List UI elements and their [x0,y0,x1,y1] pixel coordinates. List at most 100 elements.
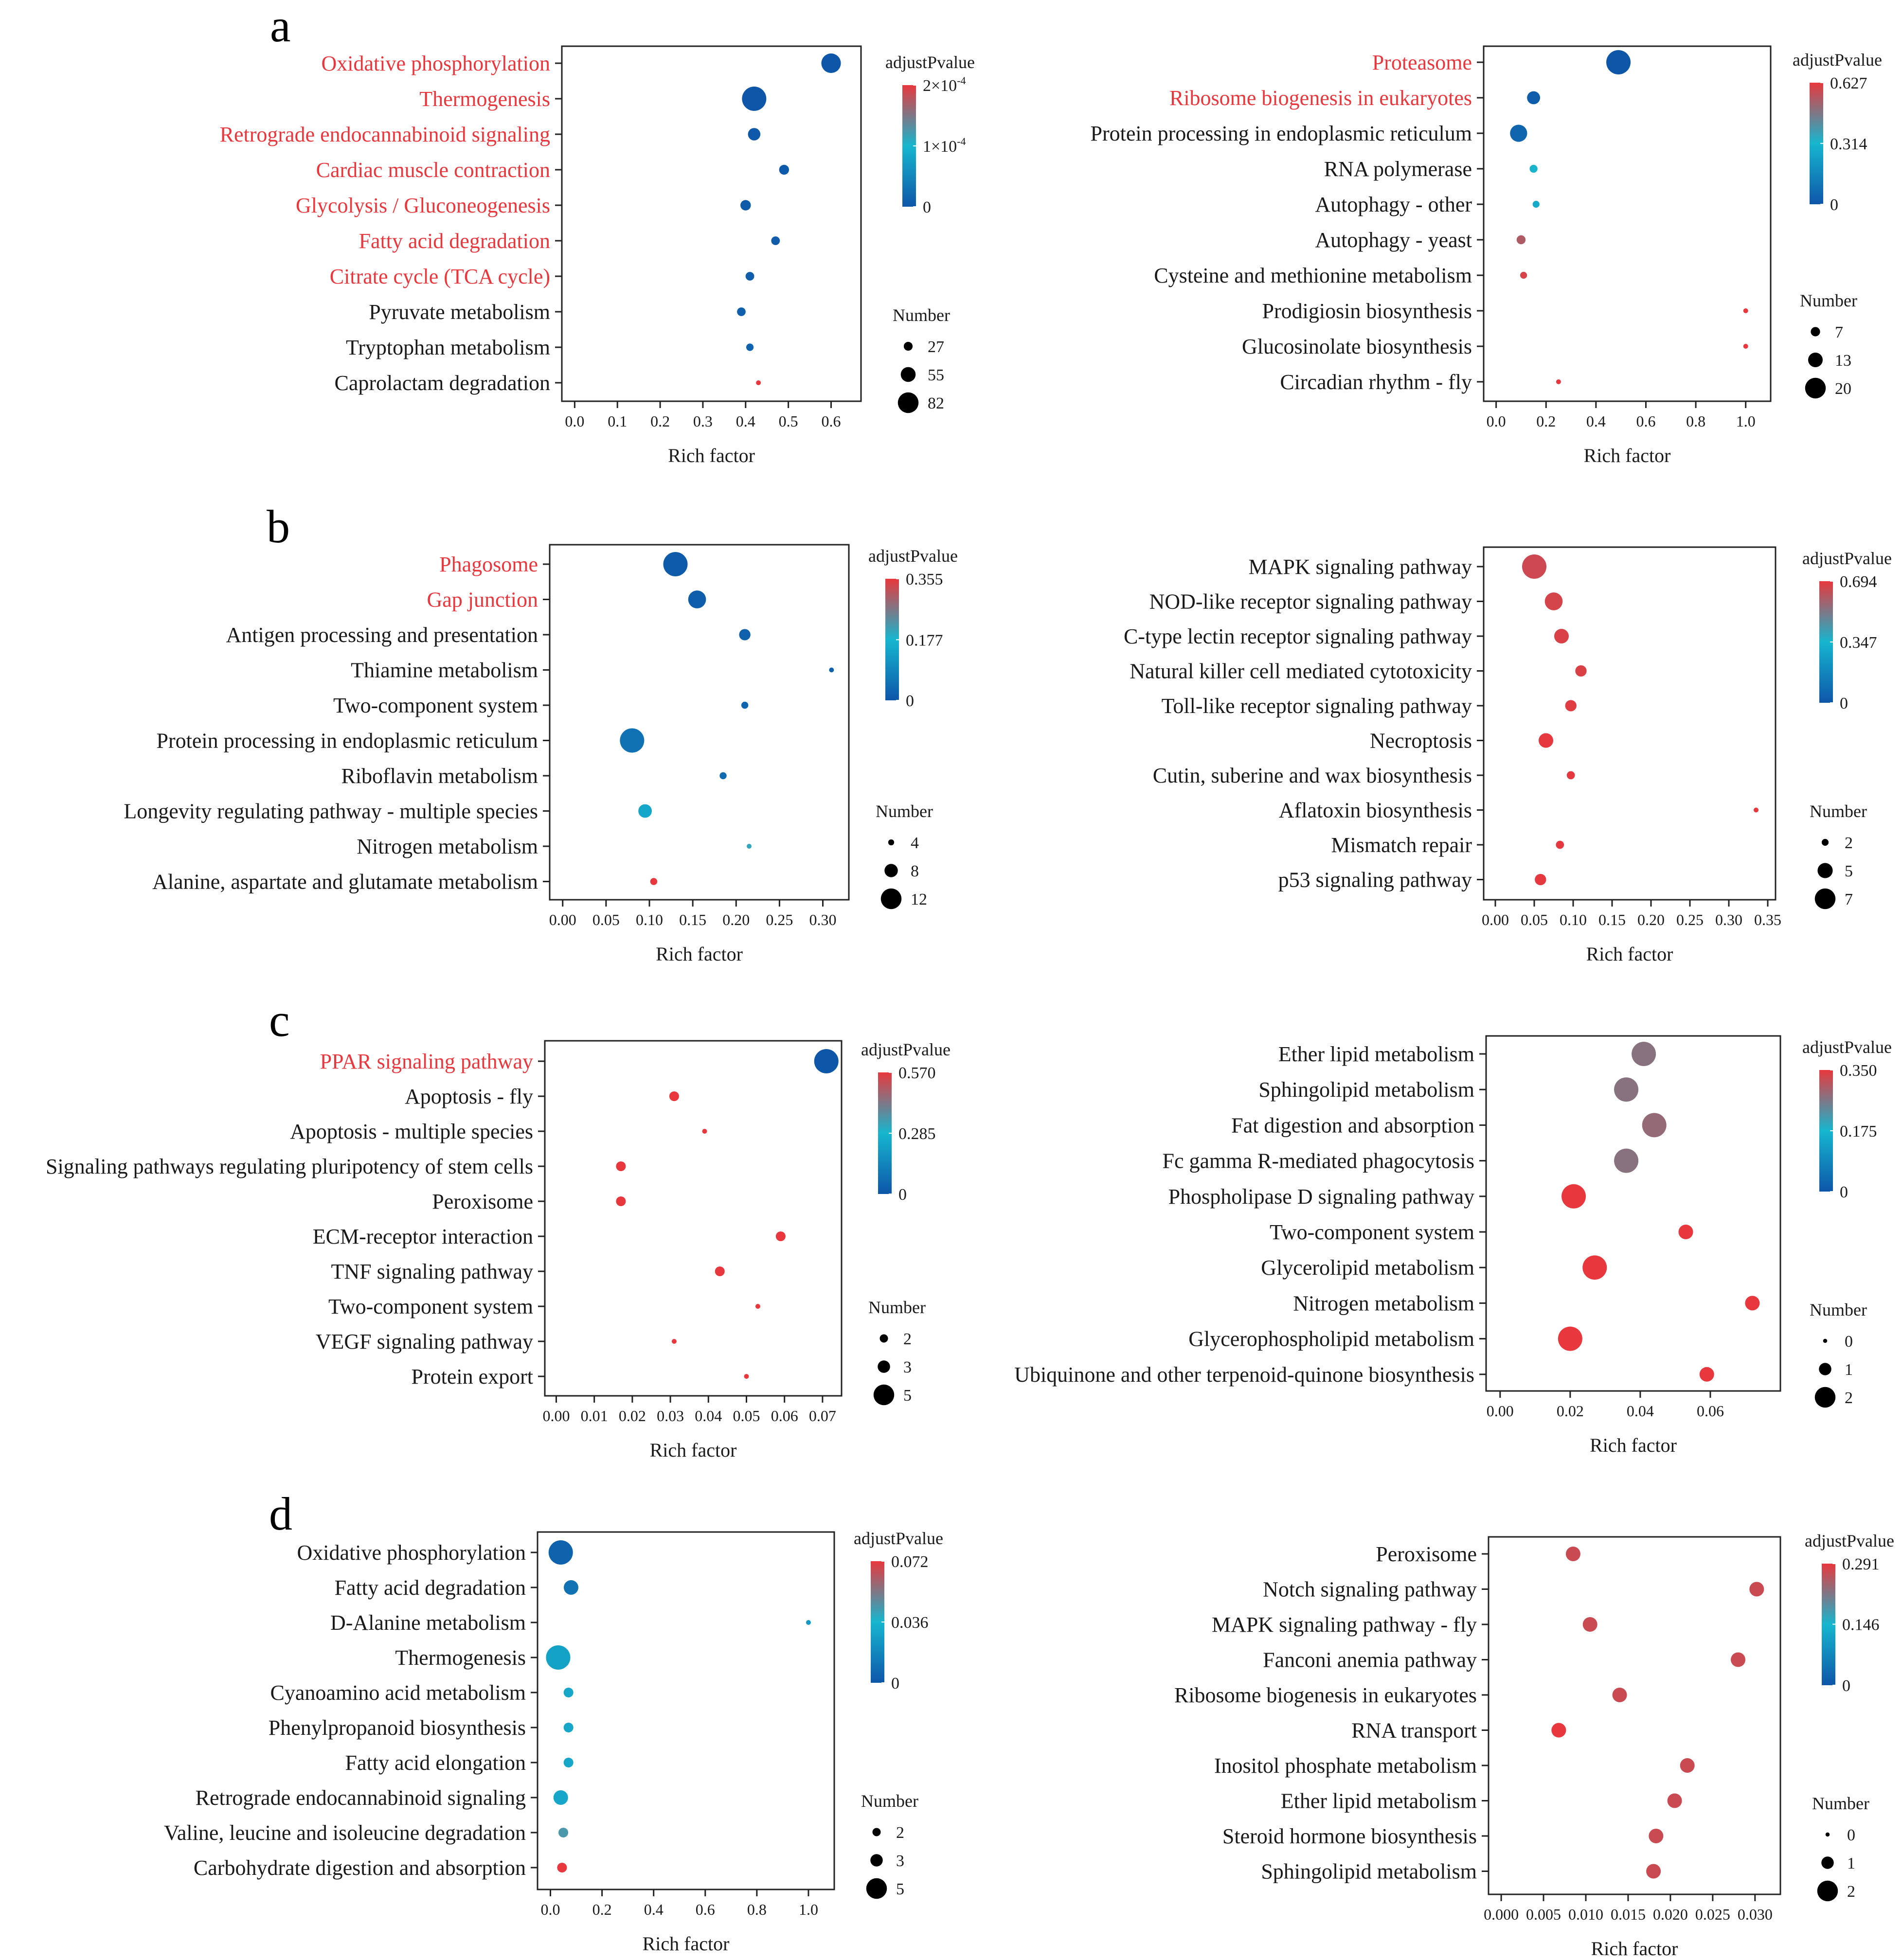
data-point [1743,344,1748,349]
color-tick-label: 0 [1842,1677,1850,1695]
size-legend-label: 2 [903,1330,912,1348]
data-point [1678,1225,1693,1239]
data-point [1522,554,1546,579]
size-legend-dot [1814,888,1836,909]
chart-c-left: 0.00 0.01 0.02 0.03 0.04 0.05 0.06 0.07 Rich fac… [46,1040,951,1461]
x-tick-label: 0.07 [809,1407,836,1425]
data-point [558,1828,569,1837]
x-tick-label: 0.06 [1697,1402,1724,1420]
color-tick-label: 0.570 [898,1064,936,1082]
pathway-label: Phagosome [439,552,538,576]
pathway-label: Cysteine and methionine metabolism [1154,264,1472,287]
size-legend-label: 2 [1845,1389,1853,1407]
x-tick-label: 0.8 [747,1901,767,1918]
x-tick-label: 0.20 [722,911,750,928]
x-tick-label: 0.00 [1487,1402,1514,1420]
plot-frame [549,544,850,901]
plot-frame [1483,546,1776,901]
color-tick-label: 0.146 [1842,1616,1880,1634]
pathway-label: Nitrogen metabolism [357,835,538,858]
size-legend-label: 2 [1845,834,1853,852]
pathway-label: p53 signaling pathway [1278,868,1472,892]
pathway-label: Necroptosis [1370,729,1472,753]
size-legend-dot [1814,1387,1836,1408]
pathway-label: Proteasome [1372,51,1472,74]
pathway-label: Protein processing in endoplasmic reticu… [156,729,538,753]
x-tick-label: 0.0 [565,412,584,430]
data-point [1556,379,1561,384]
pathway-label: Valine, leucine and isoleucine degradati… [164,1821,526,1845]
color-tick-label: 0.314 [1830,135,1867,153]
size-legend-label: 5 [1845,862,1853,880]
x-axis-title: Rich factor [656,943,743,965]
pathway-label: Cyanoamino acid metabolism [270,1681,526,1705]
size-legend-dot [1821,838,1829,846]
chart-grid: 0.0 0.1 0.2 0.3 0.4 0.5 0.6 Rich factor Oxidativ… [46,45,1894,1960]
pathway-label: Apoptosis - multiple species [290,1120,533,1143]
pathway-label: Two-component system [1270,1220,1474,1244]
data-point [702,1129,707,1134]
size-legend-dot [872,1828,881,1836]
plot-frame [537,1531,835,1890]
pathway-label: NOD-like receptor signaling pathway [1149,590,1472,614]
size-legend-dot [880,888,902,909]
x-axis-title: Rich factor [643,1933,730,1955]
size-legend-label: 20 [1835,380,1851,398]
size-legend-dot [884,864,898,877]
size-legend-dot [1808,353,1823,367]
panel-label-d: d [269,1488,292,1540]
pathway-label: Mismatch repair [1331,833,1472,857]
x-tick-label: 0.4 [644,1901,664,1918]
pathway-label: Autophagy - yeast [1315,228,1472,252]
color-tick-label: 0.285 [898,1125,936,1143]
pathway-label: Phenylpropanoid biosynthesis [269,1716,526,1740]
color-tick-label: 0 [891,1675,899,1693]
data-point [688,590,706,608]
data-point [1566,771,1575,780]
x-tick-label: 0.10 [1560,911,1587,928]
data-point [546,1645,571,1670]
data-point [1680,1758,1695,1773]
x-tick-label: 0.00 [549,911,576,928]
data-point [1731,1652,1746,1667]
x-tick-label: 0.4 [736,412,755,430]
pathway-label: Natural killer cell mediated cytotoxicit… [1130,659,1472,683]
size-legend-title: Number [893,305,950,325]
data-point [755,1304,760,1309]
pathway-label: Circadian rhythm - fly [1280,370,1472,394]
pathway-label: Fanconi anemia pathway [1263,1648,1477,1672]
color-tick-label: 0.036 [891,1614,929,1632]
data-point [1532,200,1540,208]
pathway-label: Cardiac muscle contraction [316,158,550,182]
data-point [1516,235,1526,245]
data-point [1544,592,1563,610]
chart-c-right: 0.00 0.02 0.04 0.06 Rich factor Ether lipid m… [1014,1035,1892,1456]
data-point [748,128,761,141]
color-tick-exponent: -4 [957,135,966,147]
color-tick-label: 0.355 [906,570,943,588]
data-point [638,804,652,818]
color-tick-label: 0 [906,692,914,710]
size-legend-dot [1825,1832,1830,1837]
pathway-label: Riboflavin metabolism [341,764,538,788]
x-axis-title: Rich factor [1584,445,1671,466]
pathway-label: Thiamine metabolism [351,659,538,682]
color-tick-label: 0.291 [1842,1555,1880,1573]
data-point [1745,1296,1760,1311]
data-point [747,844,752,849]
size-legend-dot [873,1384,895,1406]
data-point [1646,1864,1661,1879]
data-point [1565,700,1577,712]
data-point [563,1723,574,1732]
color-tick-label: 0 [923,198,931,216]
x-tick-label: 0.03 [657,1407,684,1425]
x-tick-label: 0.10 [636,911,663,928]
pathway-label: VEGF signaling pathway [316,1330,533,1354]
size-legend-dot [866,1878,887,1899]
color-legend-title: adjustPvalue [861,1040,951,1059]
data-point [771,236,780,245]
size-legend-dot [879,1334,888,1343]
data-point [1743,308,1748,313]
data-point [744,1374,749,1379]
